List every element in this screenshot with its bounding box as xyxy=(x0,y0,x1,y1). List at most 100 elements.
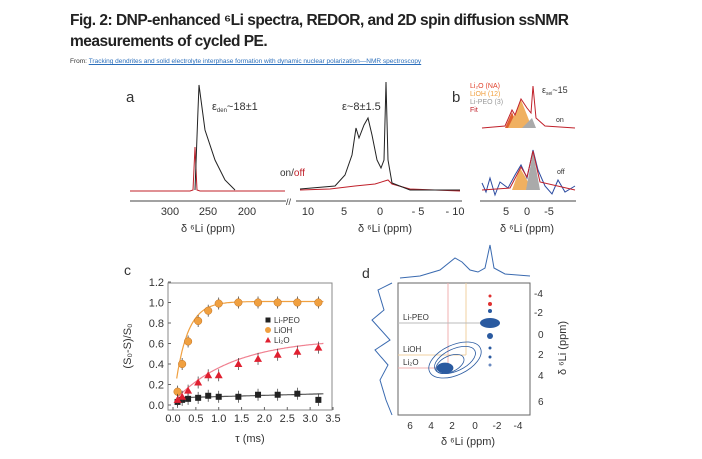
data-point xyxy=(194,316,203,326)
legend-li-peo: Li-PEO (3) xyxy=(470,99,503,106)
tick-label: 5 xyxy=(341,206,347,218)
tick-label: -4 xyxy=(514,421,523,432)
panel-a: a εden~18±1 ε~8±1.5 on/off // 300 250 20… xyxy=(126,81,465,235)
peak-dot xyxy=(488,294,492,298)
off-label: off xyxy=(557,169,565,176)
fit-on xyxy=(481,85,576,129)
spectrum-off-left xyxy=(130,146,285,192)
plot-frame-2d xyxy=(397,282,531,416)
peak-dot xyxy=(488,309,492,313)
tick-label: - 5 xyxy=(412,206,425,218)
tick-label: 4 xyxy=(428,421,434,432)
li-peo-peak xyxy=(480,318,500,328)
data-point xyxy=(293,347,302,355)
y-tick-label: 0.0 xyxy=(149,400,164,412)
tick-label: 0 xyxy=(538,330,544,341)
x-tick-label: 3.5 xyxy=(325,413,340,425)
data-point xyxy=(255,391,262,398)
on-label: on xyxy=(556,117,564,124)
x-axis-label: δ ⁶Li (ppm) xyxy=(441,436,495,448)
projection-top xyxy=(399,244,531,279)
on-off-label: on/off xyxy=(280,168,305,179)
fit-component-li-peo xyxy=(522,118,536,128)
legend-fit: Fit xyxy=(470,107,478,114)
data-point xyxy=(234,298,243,307)
peak-dot xyxy=(488,346,492,350)
spectrum-off-right xyxy=(299,179,461,192)
data-point xyxy=(178,359,187,369)
data-point xyxy=(204,306,213,315)
tick-label: 6 xyxy=(407,421,413,432)
legend-label: Li-PEO xyxy=(274,316,300,325)
source-link[interactable]: Tracking dendrites and solid electrolyte… xyxy=(88,58,422,65)
data-point xyxy=(195,394,202,401)
data-point xyxy=(314,343,323,351)
epsilon-sei: εsei~15 xyxy=(542,85,568,97)
x-tick-label: 2.5 xyxy=(280,413,295,425)
y-tick-label: 1.0 xyxy=(149,298,164,310)
from-label: From: xyxy=(70,58,87,65)
peak-dot xyxy=(488,363,492,367)
data-point xyxy=(184,337,193,346)
peak-dot xyxy=(487,333,493,339)
spectrum-on-right xyxy=(299,81,460,191)
fit-curve-LiOH xyxy=(176,300,324,379)
legend-li2o: Li₂O (NA) xyxy=(470,83,500,90)
data-point xyxy=(293,298,302,307)
contour-cluster xyxy=(428,341,482,379)
projection-left xyxy=(371,282,393,416)
x-tick-label: 1.0 xyxy=(211,413,226,425)
source-line: From: Tracking dendrites and solid elect… xyxy=(70,58,421,65)
x-axis-label: δ ⁶Li (ppm) xyxy=(500,223,554,235)
data-point xyxy=(214,371,223,379)
tick-label: -4 xyxy=(534,289,543,300)
x-axis-label: δ ⁶Li (ppm) xyxy=(358,223,412,235)
data-point xyxy=(314,298,323,307)
data-point xyxy=(294,390,301,397)
tick-label: 2 xyxy=(449,421,455,432)
panel-a-label: a xyxy=(126,89,135,106)
x-tick-label: 2.0 xyxy=(257,413,272,425)
axis-break: // xyxy=(286,197,292,207)
data-point xyxy=(185,395,192,402)
fit-component-li-peo-off xyxy=(526,152,540,190)
data-point xyxy=(215,393,222,400)
data-point xyxy=(194,378,203,386)
x-tick-label: 1.5 xyxy=(234,413,249,425)
fit-curve-Li₂O xyxy=(176,342,324,399)
y-axis-label: δ ⁶Li (ppm) xyxy=(557,321,569,375)
data-point xyxy=(205,392,212,399)
x-axis-label: τ (ms) xyxy=(235,433,264,445)
tick-label: 250 xyxy=(199,206,217,218)
data-point xyxy=(274,391,281,398)
epsilon-value: ε~8±1.5 xyxy=(342,101,381,113)
data-point xyxy=(253,298,263,307)
panel-d-label: d xyxy=(362,265,370,281)
panel-d: d Li-PEO LiOH Li₂O 6 4 2 0 -2 -4 δ ⁶Li (… xyxy=(362,244,569,448)
fit-component-lioh-off xyxy=(512,168,532,190)
data-point xyxy=(234,360,243,367)
y-axis-label: (S₀-S)/S₀ xyxy=(122,323,134,368)
y-tick-label: 0.8 xyxy=(149,318,164,330)
legend-marker xyxy=(265,337,271,343)
data-point xyxy=(178,392,187,400)
tick-label: 2 xyxy=(538,350,544,361)
tick-label: - 10 xyxy=(446,206,465,218)
x-tick-label: 0.0 xyxy=(165,413,180,425)
fit-component-lioh xyxy=(508,100,532,128)
label-li-peo: Li-PEO xyxy=(403,313,429,322)
tick-label: 0 xyxy=(377,206,383,218)
figure-title: Fig. 2: DNP-enhanced ⁶Li spectra, REDOR,… xyxy=(70,12,569,50)
tick-label: 6 xyxy=(538,397,544,408)
legend-marker xyxy=(265,327,271,333)
tick-label: 5 xyxy=(503,206,509,218)
panel-c-label: c xyxy=(124,262,131,278)
panel-b: b Li₂O (NA) LiOH (12) Li-PEO (3) Fit εse… xyxy=(452,83,576,235)
data-point xyxy=(173,395,182,403)
peak-dot xyxy=(488,302,492,306)
data-point xyxy=(273,350,282,358)
fit-off xyxy=(481,150,576,191)
x-tick-label: 0.5 xyxy=(188,413,203,425)
label-li2o: Li₂O xyxy=(403,358,419,367)
